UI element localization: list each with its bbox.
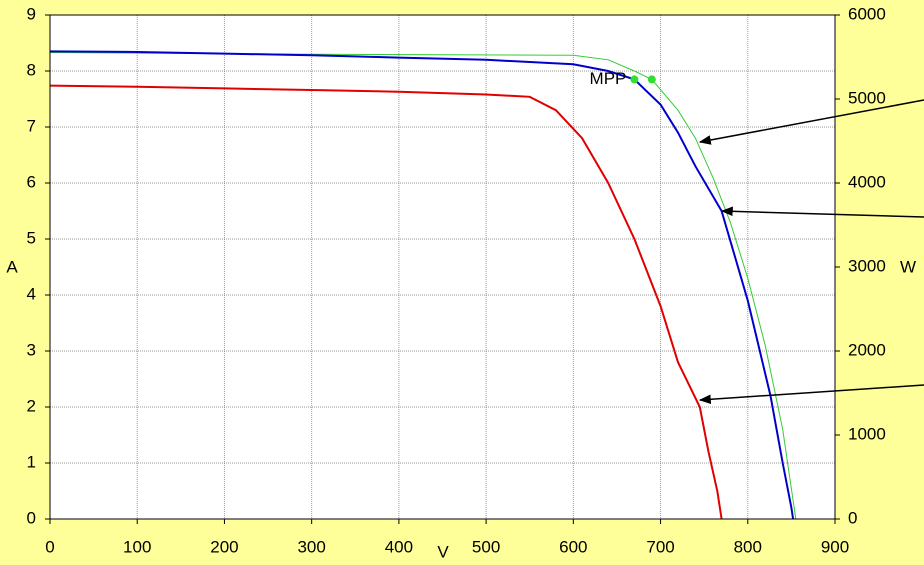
x-tick-label: 200: [210, 537, 238, 556]
y2-tick-label: 5000: [848, 88, 886, 107]
x-tick-label: 600: [559, 537, 587, 556]
arrow: [698, 99, 924, 145]
x-tick-label: 500: [472, 537, 500, 556]
x-tick-label: 700: [646, 537, 674, 556]
point-label: MPP: [590, 69, 627, 88]
y2-tick-label: 2000: [848, 340, 886, 359]
y2-tick-label: 0: [848, 508, 857, 527]
y-tick-label: 6: [27, 172, 36, 191]
y-tick-label: 4: [27, 284, 36, 303]
y2-tick-label: 4000: [848, 172, 886, 191]
arrow: [698, 384, 924, 405]
plot-area: [50, 15, 835, 519]
y-tick-label: 2: [27, 396, 36, 415]
x-tick-label: 300: [297, 537, 325, 556]
y-tick-label: 7: [27, 116, 36, 135]
arrows: [698, 99, 924, 405]
y2-axis-label: W: [900, 257, 916, 276]
y-tick-label: 9: [27, 4, 36, 23]
x-tick-label: 400: [385, 537, 413, 556]
arrow: [720, 206, 924, 218]
series-line: [49, 50, 795, 520]
y2-tick-label: 3000: [848, 256, 886, 275]
y-tick-label: 3: [27, 340, 36, 359]
y-tick-label: 5: [27, 228, 36, 247]
x-tick-label: 0: [45, 537, 54, 556]
x-tick-label: 900: [821, 537, 849, 556]
x-axis-label: V: [437, 542, 449, 561]
x-tick-label: 800: [734, 537, 762, 556]
y-tick-label: 1: [27, 452, 36, 471]
x-tick-label: 100: [123, 537, 151, 556]
y2-tick-label: 6000: [848, 4, 886, 23]
y2-tick-label: 1000: [848, 424, 886, 443]
y-tick-label: 0: [27, 508, 36, 527]
mpp-point: [647, 75, 656, 84]
mpp-point: [630, 75, 639, 84]
y-tick-label: 8: [27, 60, 36, 79]
series-line: [49, 84, 723, 520]
series-line: [49, 52, 797, 520]
y-axis-label: A: [6, 257, 18, 276]
